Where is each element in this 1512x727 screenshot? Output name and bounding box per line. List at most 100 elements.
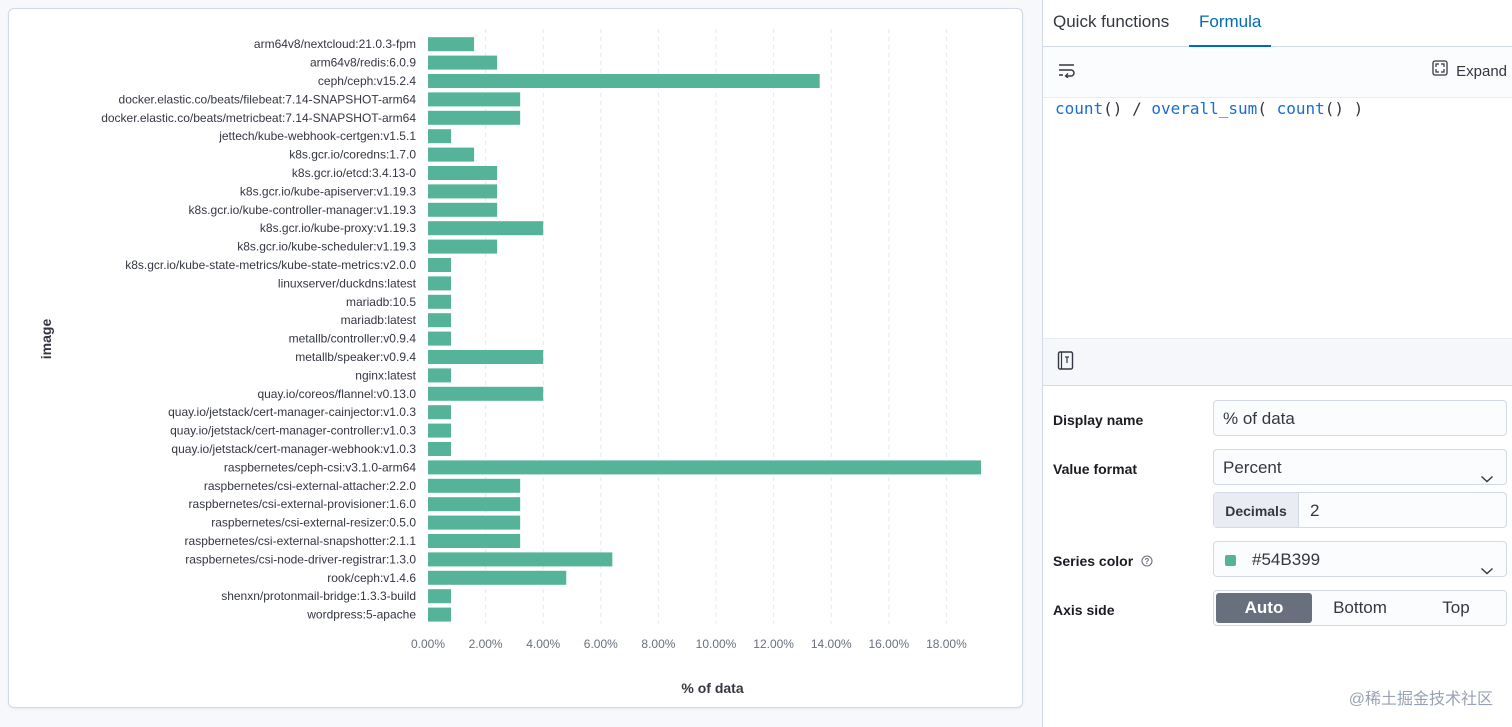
tab-quick-functions[interactable]: Quick functions <box>1053 12 1170 31</box>
axis-side-button-group: Auto Bottom Top <box>1213 590 1507 626</box>
formula-line[interactable]: count() / overall_sum( count() ) <box>1055 98 1363 120</box>
bar <box>428 294 452 309</box>
bar <box>428 202 498 217</box>
watermark: @稀土掘金技术社区 <box>1348 691 1493 708</box>
x-tick-label: 0.00% <box>411 637 445 651</box>
x-tick-label: 6.00% <box>584 637 618 651</box>
y-category-label: k8s.gcr.io/kube-apiserver:v1.19.3 <box>240 184 416 198</box>
y-category-label: metallb/speaker:v0.9.4 <box>295 350 416 364</box>
bar <box>428 92 521 107</box>
value-format-select[interactable]: Percent <box>1213 449 1507 485</box>
display-name-input[interactable]: % of data <box>1213 400 1507 436</box>
value-format-value: Percent <box>1223 458 1282 477</box>
bar <box>428 166 498 180</box>
bar <box>428 37 475 52</box>
documentation-icon[interactable] <box>1057 351 1075 376</box>
tab-formula[interactable]: Formula <box>1189 0 1272 47</box>
axis-side-bottom-button[interactable]: Bottom <box>1333 598 1387 617</box>
bar <box>428 478 521 493</box>
y-category-label: k8s.gcr.io/coredns:1.7.0 <box>289 148 416 162</box>
series-color-row: Series color ? #54B399 <box>1053 541 1507 579</box>
series-color-value: #54B399 <box>1252 550 1321 569</box>
x-tick-label: 12.00% <box>753 637 794 651</box>
x-tick-label: 10.00% <box>696 637 737 651</box>
bar <box>428 423 452 438</box>
formula-footer <box>1043 338 1512 386</box>
x-tick-label: 16.00% <box>868 637 909 651</box>
chevron-down-icon <box>1480 553 1494 589</box>
bar <box>428 589 452 604</box>
bar <box>428 460 981 475</box>
chart-panel: 0.00% 2.00% 4.00% 6.00% 8.00% 10.00% 12.00% 14.… <box>8 8 1023 708</box>
formula-token: () ) <box>1324 99 1364 118</box>
value-format-row: Value format Percent <box>1053 449 1507 487</box>
expand-icon <box>1432 60 1448 84</box>
bar <box>428 570 567 585</box>
bar <box>428 552 613 567</box>
axis-side-top-button[interactable]: Top <box>1442 598 1470 617</box>
x-tick-label: 8.00% <box>641 637 675 651</box>
formula-toolbar: Expand <box>1043 47 1512 98</box>
y-category-label: shenxn/protonmail-bridge:1.3.3-build <box>221 589 416 603</box>
y-category-label: k8s.gcr.io/kube-proxy:v1.19.3 <box>260 221 416 235</box>
info-icon[interactable]: ? <box>1141 554 1153 570</box>
axis-side-label: Axis side <box>1053 602 1115 618</box>
color-swatch <box>1225 555 1236 566</box>
y-category-label: quay.io/jetstack/cert-manager-controller… <box>170 424 416 438</box>
y-axis-title: image <box>38 318 54 360</box>
value-format-label: Value format <box>1053 461 1138 477</box>
bar <box>428 405 452 420</box>
formula-token: count <box>1055 99 1104 118</box>
y-category-label: mariadb:10.5 <box>346 295 416 309</box>
bar <box>428 147 475 162</box>
chevron-down-icon <box>1480 461 1494 497</box>
formula-token: ( <box>1257 99 1277 118</box>
y-category-label: nginx:latest <box>355 368 416 382</box>
series-color-label: Series color <box>1053 553 1134 569</box>
bar <box>428 607 452 622</box>
y-category-label: ceph/ceph:v15.2.4 <box>318 74 416 88</box>
bar <box>428 515 521 530</box>
decimals-value: 2 <box>1310 501 1320 520</box>
y-category-label: quay.io/jetstack/cert-manager-cainjector… <box>168 405 416 419</box>
formula-token: count <box>1276 99 1325 118</box>
series-color-picker[interactable]: #54B399 <box>1213 541 1507 577</box>
bar <box>428 534 521 548</box>
y-category-label: raspbernetes/csi-external-resizer:0.5.0 <box>211 516 416 530</box>
word-wrap-icon[interactable] <box>1057 62 1077 83</box>
x-tick-label: 18.00% <box>926 637 967 651</box>
formula-token: () / <box>1103 99 1152 118</box>
y-category-label: raspbernetes/ceph-csi:v3.1.0-arm64 <box>224 460 416 474</box>
y-category-label: quay.io/jetstack/cert-manager-webhook:v1… <box>171 442 416 456</box>
display-name-row: Display name % of data <box>1053 400 1507 438</box>
formula-code-editor[interactable]: count() / overall_sum( count() ) <box>1043 98 1512 338</box>
y-category-label: linuxserver/duckdns:latest <box>278 276 417 290</box>
y-category-label: k8s.gcr.io/etcd:3.4.13-0 <box>292 166 416 180</box>
formula-token: overall_sum <box>1151 99 1258 118</box>
bar <box>428 184 498 199</box>
y-category-label: arm64v8/nextcloud:21.0.3-fpm <box>254 37 416 51</box>
bar-chart: 0.00% 2.00% 4.00% 6.00% 8.00% 10.00% 12.00% 14.… <box>101 29 981 651</box>
bar <box>428 497 521 512</box>
bar <box>428 258 452 272</box>
axis-side-auto-button[interactable]: Auto <box>1216 593 1312 623</box>
decimals-label: Decimals <box>1214 493 1299 527</box>
y-category-label: wordpress:5-apache <box>306 608 416 622</box>
bar <box>428 442 452 456</box>
decimals-input[interactable]: Decimals 2 <box>1213 492 1507 528</box>
y-category-label: k8s.gcr.io/kube-scheduler:v1.19.3 <box>237 240 416 254</box>
bar <box>428 110 521 125</box>
y-category-label: k8s.gcr.io/kube-state-metrics/kube-state… <box>125 258 416 272</box>
expand-button[interactable]: Expand <box>1432 60 1507 84</box>
decimals-row: Decimals 2 <box>1053 492 1507 530</box>
bar <box>428 55 498 70</box>
svg-text:?: ? <box>1145 557 1150 566</box>
bar <box>428 129 452 144</box>
x-axis-title: % of data <box>681 680 744 696</box>
dimension-editor-panel: Quick functions Formula Expand count() /… <box>1042 0 1512 727</box>
y-category-label: metallb/controller:v0.9.4 <box>289 332 417 346</box>
y-category-label: jettech/kube-webhook-certgen:v1.5.1 <box>218 129 416 143</box>
bar <box>428 239 498 254</box>
bar <box>428 313 452 328</box>
x-tick-label: 2.00% <box>469 637 503 651</box>
